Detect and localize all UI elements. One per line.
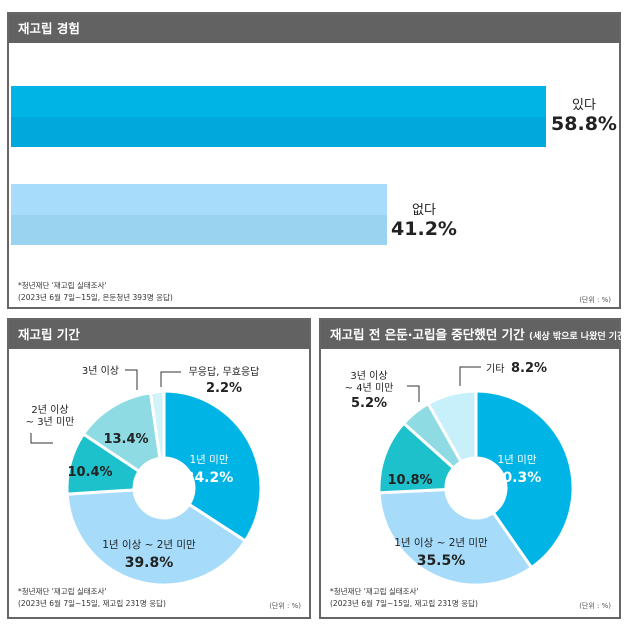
svg-text:기타: 기타: [486, 363, 504, 375]
svg-text:39.8%: 39.8%: [125, 555, 174, 571]
svg-text:1년 이상 ~ 2년 미만: 1년 이상 ~ 2년 미만: [102, 539, 196, 551]
unit-label: (단위 : %): [579, 602, 611, 610]
svg-text:2년 이상: 2년 이상: [31, 404, 68, 416]
segment-under-1yr: [162, 389, 263, 543]
stop-period-donut-chart: 1년 미만 40.3% 1년 이상 ~ 2년 미만 35.5% 10.8% 3년…: [345, 361, 575, 587]
bar-yes-label: 있다 58.8%: [551, 98, 617, 135]
unit-label: (단위 : %): [269, 602, 301, 610]
svg-text:13.4%: 13.4%: [103, 432, 148, 447]
svg-text:40.3%: 40.3%: [493, 470, 542, 486]
svg-text:2.2%: 2.2%: [206, 381, 242, 396]
unit-label: (단위 : %): [579, 296, 611, 304]
svg-text:1년 미만: 1년 미만: [498, 454, 537, 466]
svg-text:~ 4년 미만: ~ 4년 미만: [345, 382, 394, 394]
segment-under-1yr: [474, 389, 575, 570]
source-note: *청년재단 '재고립 실태조사' (2023년 6월 7일~15일, 은둔청년 …: [18, 281, 173, 302]
svg-text:10.8%: 10.8%: [387, 473, 432, 488]
svg-text:1년 미만: 1년 미만: [190, 454, 229, 466]
svg-text:3년 이상: 3년 이상: [350, 370, 387, 382]
duration-panel-title: 재고립 기간: [9, 320, 309, 349]
stop-period-panel-title: 재고립 전 은둔·고립을 중단했던 기간 (세상 밖으로 나왔던 기간): [321, 320, 628, 349]
segment-other: [426, 389, 478, 464]
segment-no-answer: [148, 389, 166, 460]
segment-1-2yr: [377, 487, 534, 587]
duration-donut-chart: 1년 미만 34.2% 1년 이상 ~ 2년 미만 39.8% 10.4% 2년…: [26, 365, 263, 587]
svg-text:무응답, 무효응답: 무응답, 무효응답: [189, 366, 260, 378]
svg-text:34.2%: 34.2%: [185, 470, 234, 486]
experience-panel: 재고립 경험 있다 58.8% 없다 41.2% *청년재단 '재고립 실태조사…: [7, 12, 621, 309]
svg-text:5.2%: 5.2%: [351, 396, 387, 411]
svg-text:35.5%: 35.5%: [417, 553, 466, 569]
bar-yes: [11, 86, 546, 147]
svg-text:~ 3년 미만: ~ 3년 미만: [26, 416, 75, 428]
segment-1-2yr: [65, 488, 248, 587]
source-note: *청년재단 '재고립 실태조사' (2023년 6월 7일~15일, 재고립 2…: [18, 587, 166, 608]
svg-text:8.2%: 8.2%: [511, 361, 547, 376]
experience-panel-title: 재고립 경험: [9, 14, 619, 43]
duration-panel: 재고립 기간 1년 미만 34.2% 1년 이상 ~ 2년 미만 39.8% 1…: [7, 318, 311, 619]
svg-text:3년 이상: 3년 이상: [82, 365, 119, 377]
bar-no: [11, 184, 387, 245]
svg-text:1년 이상 ~ 2년 미만: 1년 이상 ~ 2년 미만: [394, 537, 488, 549]
bar-no-label: 없다 41.2%: [391, 203, 457, 240]
svg-text:10.4%: 10.4%: [67, 465, 112, 480]
source-note: *청년재단 '재고립 실태조사' (2023년 6월 7일~15일, 재고립 2…: [330, 587, 478, 608]
stop-period-panel: 재고립 전 은둔·고립을 중단했던 기간 (세상 밖으로 나왔던 기간) 1년 …: [319, 318, 628, 619]
